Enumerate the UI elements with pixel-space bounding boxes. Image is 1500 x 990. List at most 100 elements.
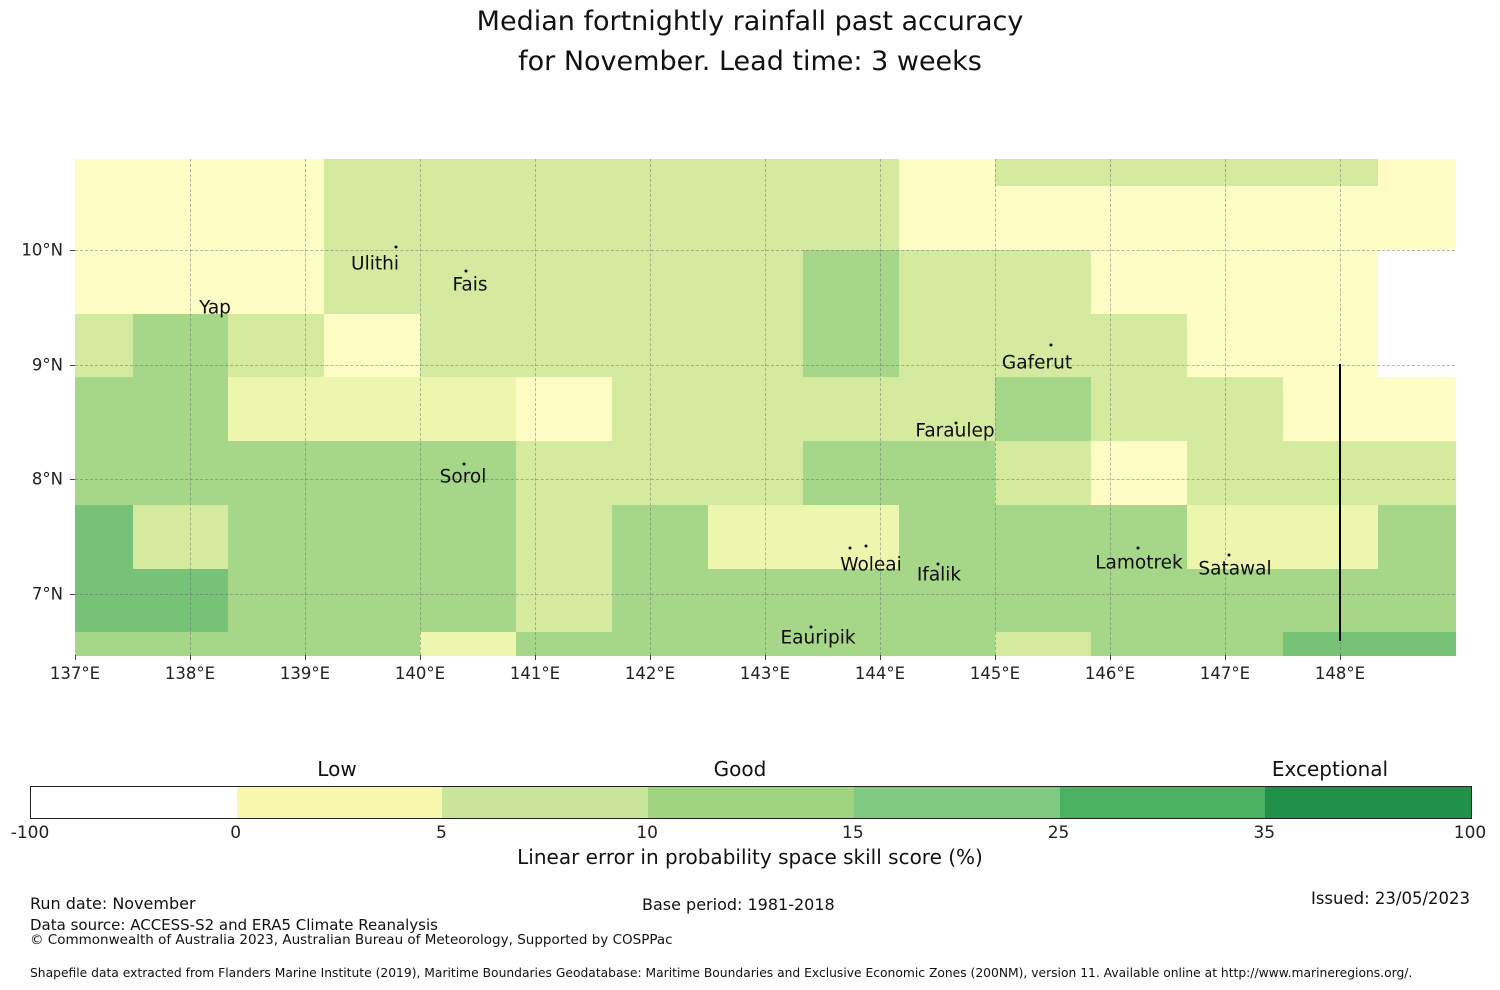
heatmap-cell <box>420 186 517 251</box>
heatmap-cell <box>611 313 709 379</box>
heatmap-cell <box>515 441 613 506</box>
heatmap-cell <box>707 632 805 656</box>
x-tick <box>995 655 996 660</box>
woleai-dot <box>848 546 852 550</box>
heatmap-cell <box>611 250 709 315</box>
heatmap-cell <box>1090 632 1188 656</box>
heatmap-cell <box>803 313 900 379</box>
heatmap-cell <box>803 159 900 187</box>
heatmap-cell <box>1090 441 1188 506</box>
heatmap-cell <box>420 504 517 570</box>
heatmap-cell <box>132 313 230 379</box>
x-tick <box>650 655 651 660</box>
heatmap-cell <box>1090 568 1188 634</box>
heatmap-cell <box>75 159 134 187</box>
heatmap-cell <box>1282 504 1380 570</box>
heatmap-cell <box>228 441 325 506</box>
heatmap-cell <box>132 377 230 442</box>
heatmap-cell <box>132 504 230 570</box>
eez-boundary-line <box>1339 364 1341 641</box>
colorbar-label-good: Good <box>713 757 767 781</box>
y-tick <box>70 364 75 366</box>
heatmap-cell <box>132 632 230 656</box>
island-label-satawal: Satawal <box>1198 558 1272 580</box>
footer-issued: Issued: 23/05/2023 <box>1310 889 1470 908</box>
heatmap-cell <box>1378 568 1456 634</box>
heatmap-cell <box>1090 250 1188 315</box>
heatmap-cell <box>324 504 421 570</box>
heatmap-cell <box>899 159 996 187</box>
heatmap-cell <box>611 632 709 656</box>
island-label-ifalik: Ifalik <box>916 564 962 586</box>
island-label-eauripik: Eauripik <box>780 627 856 649</box>
heatmap-cell <box>1090 504 1188 570</box>
heatmap-cell <box>515 313 613 379</box>
colorbar-segment <box>648 787 855 818</box>
y-tick <box>70 250 75 251</box>
heatmap-cell <box>995 377 1092 442</box>
heatmap-cell <box>1282 568 1380 634</box>
heatmap-cell <box>420 250 517 315</box>
heatmap-cell <box>1378 159 1456 187</box>
heatmap-cell <box>1378 377 1456 442</box>
colorbar-caption: Linear error in probability space skill … <box>517 845 983 869</box>
gaferut-dot <box>1049 343 1053 347</box>
heatmap-cell <box>899 568 996 634</box>
x-gridline <box>305 159 306 655</box>
heatmap-cell <box>1186 250 1284 315</box>
colorbar-segment <box>442 787 649 818</box>
heatmap-cell <box>899 632 996 656</box>
heatmap-cell <box>75 568 134 634</box>
heatmap-cell <box>132 186 230 251</box>
heatmap-cell <box>899 186 996 251</box>
heatmap-cell <box>1282 441 1380 506</box>
x-tick-label: 147°E <box>1199 664 1251 683</box>
x-tick-label: 139°E <box>279 664 331 683</box>
heatmap-cell <box>75 313 134 379</box>
heatmap-cell <box>420 313 517 379</box>
colorbar-segment <box>1265 787 1472 818</box>
colorbar-tick-label: -100 <box>10 823 50 843</box>
fais-dot <box>464 269 468 273</box>
x-gridline <box>880 159 881 655</box>
satawal-dot <box>1227 553 1231 557</box>
heatmap-cell <box>803 504 900 570</box>
x-tick <box>1340 655 1341 660</box>
heatmap-cell <box>707 250 805 315</box>
heatmap-cell <box>707 377 805 442</box>
lamotrek-dot <box>1136 546 1140 550</box>
island-label-lamotrek: Lamotrek <box>1095 552 1183 574</box>
x-tick <box>420 655 421 660</box>
heatmap-cell <box>420 441 517 506</box>
heatmap-cell <box>1186 313 1284 379</box>
x-gridline <box>420 159 421 655</box>
heatmap-cell <box>899 441 996 506</box>
y-tick-label: 8°N <box>31 469 63 489</box>
ulithi-dot <box>394 245 398 249</box>
island-label-woleai: Woleai <box>840 554 902 576</box>
heatmap-cell <box>803 632 900 656</box>
heatmap-cell <box>132 568 230 634</box>
x-gridline <box>190 159 191 655</box>
x-tick-label: 137°E <box>49 664 101 683</box>
colorbar-segment <box>853 787 1061 818</box>
heatmap-cell <box>515 568 613 634</box>
y-tick-label: 10°N <box>21 240 63 260</box>
heatmap-cell <box>420 632 517 656</box>
x-tick-label: 141°E <box>509 664 561 683</box>
heatmap-cell <box>1282 632 1380 656</box>
chart-title-line2: for November. Lead time: 3 weeks <box>518 46 982 77</box>
heatmap-cell <box>75 186 134 251</box>
heatmap-cell <box>228 632 325 656</box>
heatmap-cell <box>707 159 805 187</box>
heatmap-cell <box>1378 313 1456 379</box>
colorbar-tick-label: 15 <box>842 823 864 843</box>
heatmap-cell <box>1186 159 1284 187</box>
x-tick <box>765 655 766 660</box>
heatmap-cell <box>1378 441 1456 506</box>
island-label-gaferut: Gaferut <box>1001 352 1073 374</box>
heatmap-cell <box>803 441 900 506</box>
x-tick <box>1110 655 1111 660</box>
heatmap-cell <box>324 313 421 379</box>
x-tick <box>75 655 76 660</box>
